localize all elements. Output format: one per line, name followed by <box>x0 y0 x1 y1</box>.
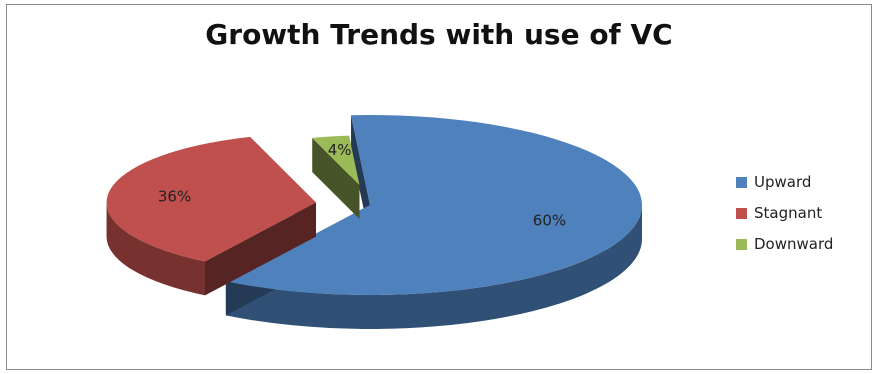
pie-slice-upward <box>225 115 643 330</box>
legend-swatch-upward <box>736 177 747 188</box>
pie-slices <box>106 115 643 330</box>
chart-title: Growth Trends with use of VC <box>205 18 673 51</box>
pie-slice-cut-face <box>312 138 360 219</box>
data-label-stagnant: 36% <box>158 188 191 206</box>
pie-slice-top <box>312 135 360 185</box>
data-label-downward: 4% <box>328 141 352 159</box>
legend-label-downward: Downward <box>754 235 833 253</box>
chart-legend: Upward Stagnant Downward <box>736 173 833 253</box>
pie-slice-top <box>106 136 316 262</box>
pie-slice-top <box>225 115 642 296</box>
pie-slice-cut-face <box>204 202 316 296</box>
legend-label-upward: Upward <box>754 173 811 191</box>
legend-swatch-stagnant <box>736 208 747 219</box>
pie-slice-downward <box>312 135 360 219</box>
legend-swatch-downward <box>736 239 747 250</box>
pie-slice-stagnant <box>106 136 316 296</box>
pie-slice-side-wall <box>225 205 643 330</box>
pie-slice-side-wall <box>106 202 205 296</box>
data-label-upward: 60% <box>533 212 566 230</box>
legend-label-stagnant: Stagnant <box>754 204 822 222</box>
pie-data-labels: 60% 36% 4% <box>158 141 566 230</box>
